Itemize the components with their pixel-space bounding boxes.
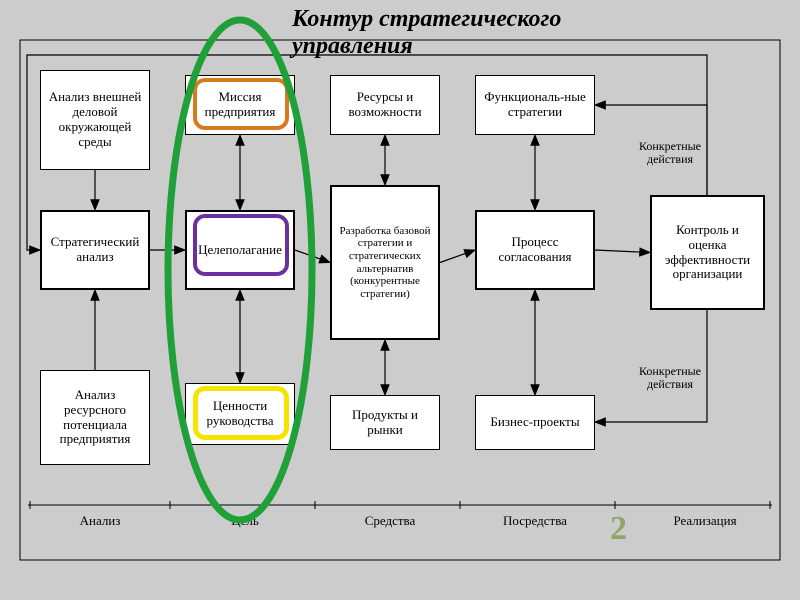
node-n1: Анализ внешней деловой окружающей среды bbox=[40, 70, 150, 170]
diagram-title: Контур стратегического управления bbox=[292, 6, 652, 60]
node-n3: Анализ ресурсного потенциала предприятия bbox=[40, 370, 150, 465]
stage-s4: Посредства bbox=[490, 513, 580, 529]
stage-s1: Анализ bbox=[55, 513, 145, 529]
stage-s3: Средства bbox=[345, 513, 435, 529]
node-n10: Функциональ-ные стратегии bbox=[475, 75, 595, 135]
node-n8: Разработка базовой стратегии и стратегич… bbox=[330, 185, 440, 340]
node-n9: Продукты и рынки bbox=[330, 395, 440, 450]
node-n13: Контроль и оценка эффективности организа… bbox=[650, 195, 765, 310]
node-n5: Целеполагание bbox=[185, 210, 295, 290]
edge-label-el2: Конкретные действия bbox=[620, 365, 720, 391]
node-n4: Миссия предприятия bbox=[185, 75, 295, 135]
node-n2: Стратегический анализ bbox=[40, 210, 150, 290]
node-n7: Ресурсы и возможности bbox=[330, 75, 440, 135]
slide-number: 2 bbox=[610, 510, 627, 548]
edge-label-el1: Конкретные действия bbox=[620, 140, 720, 166]
stage-s2: Цель bbox=[200, 513, 290, 529]
node-n12: Бизнес-проекты bbox=[475, 395, 595, 450]
node-n6: Ценности руководства bbox=[185, 383, 295, 445]
node-n11: Процесс согласования bbox=[475, 210, 595, 290]
stage-s5: Реализация bbox=[650, 513, 760, 529]
